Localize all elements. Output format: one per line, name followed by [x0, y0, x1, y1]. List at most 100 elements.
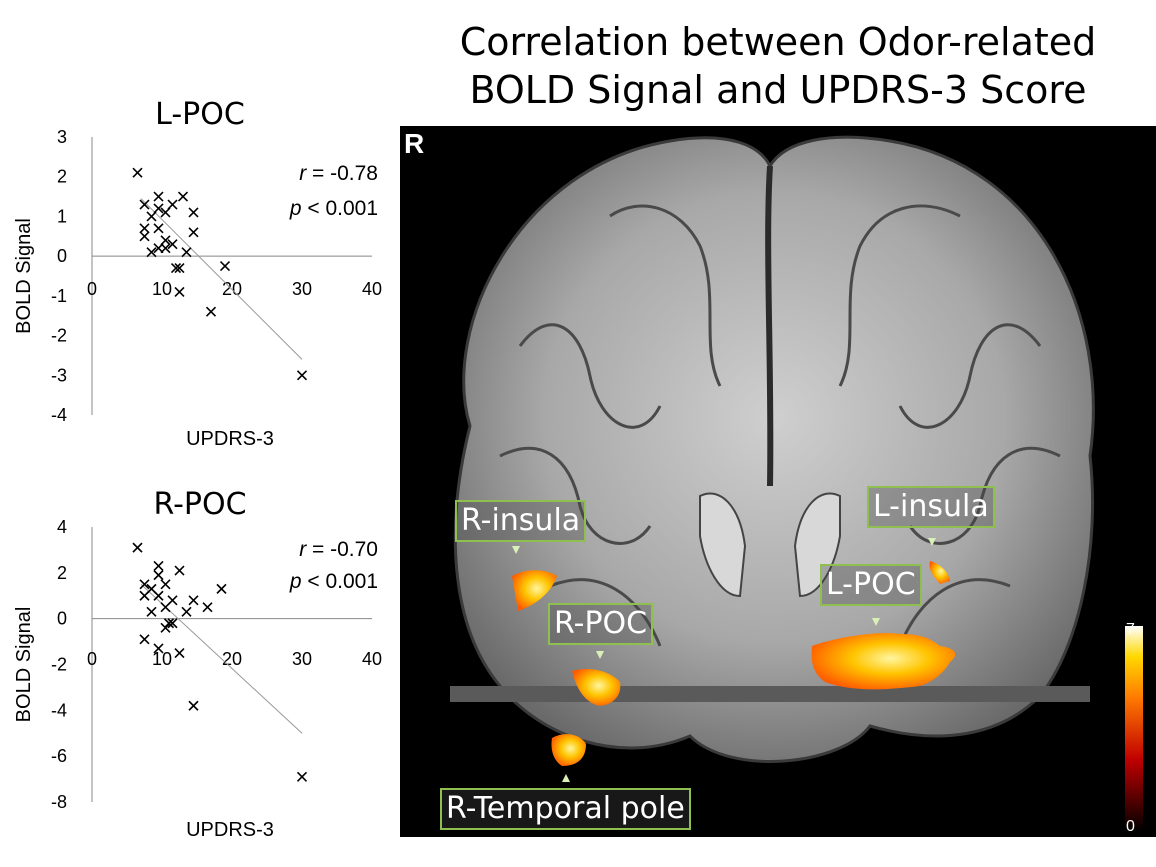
- annotation-r-value: = -0.78: [306, 162, 378, 185]
- annotation-p: p < 0.001: [289, 570, 378, 593]
- annotation-r-symbol: r: [299, 538, 307, 561]
- data-point-stroke: [153, 590, 164, 601]
- data-point: [296, 370, 308, 381]
- label-l-poc: L-POC: [820, 564, 922, 606]
- data-point-stroke: [153, 643, 164, 654]
- label-l-insula: L-insula: [867, 486, 995, 528]
- y-tick-label: 2: [57, 563, 67, 583]
- x-tick-label: 10: [152, 279, 172, 299]
- data-point-stroke: [167, 199, 178, 210]
- annotation-r: r = -0.78: [299, 162, 378, 185]
- data-point-stroke: [139, 223, 150, 234]
- data-point: [167, 595, 178, 606]
- data-point-stroke: [170, 262, 182, 274]
- x-tick-label: 10: [152, 649, 172, 669]
- data-point: [139, 199, 150, 210]
- right-ventricle: [699, 492, 747, 598]
- data-point: [216, 583, 227, 594]
- annotation-p-value: < 0.001: [302, 570, 378, 593]
- y-tick-label: -8: [51, 792, 67, 812]
- data-point: [188, 595, 199, 606]
- data-point-stroke: [174, 262, 185, 274]
- figure-title: Correlation between Odor-related BOLD Si…: [400, 18, 1156, 114]
- data-point-stroke: [174, 565, 185, 576]
- colorbar: [1125, 626, 1143, 831]
- data-point-stroke: [160, 243, 171, 254]
- x-axis-label: UPDRS-3: [186, 819, 274, 841]
- slice-band: [450, 686, 1090, 702]
- figure-title-line2: BOLD Signal and UPDRS-3 Score: [469, 68, 1087, 112]
- data-point: [167, 199, 178, 210]
- data-point: [146, 606, 157, 617]
- y-tick-label: 1: [57, 206, 67, 226]
- data-point-stroke: [188, 595, 199, 606]
- data-point: [153, 203, 164, 214]
- activation-r-insula: [512, 570, 557, 611]
- data-point-stroke: [167, 618, 178, 629]
- x-tick-label: 40: [362, 279, 382, 299]
- data-point-stroke: [174, 647, 185, 659]
- label-r-insula: R-insula: [455, 500, 587, 542]
- data-point-stroke: [202, 602, 213, 613]
- data-point: [174, 565, 185, 576]
- data-point: [202, 602, 213, 613]
- scatter-plot-r-poc: R-POC 4 2 0 -2 -4 -6 -8 0 10 20 30 40 UPDRS-3 BOLD Sig…: [0, 480, 400, 860]
- data-point: [170, 262, 182, 274]
- y-tick-label: -2: [51, 655, 67, 675]
- colorbar-min: 0: [1126, 818, 1135, 835]
- data-point-stroke: [219, 261, 231, 272]
- data-point: [132, 542, 143, 553]
- trendline: [140, 198, 303, 360]
- x-tick-label: 0: [87, 279, 97, 299]
- annotation-p-symbol: p: [289, 570, 302, 593]
- y-tick-label: -1: [51, 286, 67, 306]
- data-point: [174, 647, 185, 659]
- activation-r-poc: [572, 669, 621, 706]
- data-point: [153, 643, 164, 654]
- data-point: [160, 579, 171, 590]
- data-point-stroke: [153, 203, 164, 214]
- data-point-stroke: [153, 570, 164, 581]
- label-r-temporal-pole: R-Temporal pole: [440, 788, 691, 830]
- data-point-stroke: [139, 634, 150, 645]
- data-point-stroke: [146, 606, 157, 617]
- data-point-stroke: [181, 606, 192, 617]
- data-point-stroke: [188, 227, 199, 238]
- data-point-stroke: [205, 306, 217, 317]
- data-point-stroke: [181, 247, 192, 258]
- midline-fissure: [765, 165, 774, 487]
- data-point: [153, 560, 164, 572]
- data-point-stroke: [132, 167, 143, 178]
- x-tick-label: 30: [292, 649, 312, 669]
- data-point-stroke: [167, 595, 178, 606]
- data-point: [181, 606, 192, 617]
- annotation-p-symbol: p: [289, 197, 302, 220]
- data-point: [177, 191, 189, 202]
- data-point: [167, 618, 178, 629]
- annotation-r: r = -0.70: [299, 538, 378, 561]
- chart-title: R-POC: [153, 487, 246, 522]
- y-tick-label: 2: [57, 167, 67, 187]
- colorbar-max: 7: [1126, 621, 1135, 638]
- data-point: [153, 590, 164, 601]
- data-point-stroke: [163, 618, 175, 629]
- data-point: [139, 634, 150, 645]
- data-point: [205, 306, 217, 317]
- data-point: [174, 262, 185, 274]
- activation-l-insula: [929, 561, 950, 584]
- data-point: [146, 247, 157, 258]
- data-point-stroke: [296, 771, 308, 782]
- label-r-poc: R-POC: [548, 603, 654, 645]
- data-point-stroke: [188, 207, 199, 218]
- data-point-stroke: [174, 286, 185, 297]
- data-point: [174, 286, 185, 297]
- activation-l-poc: [811, 633, 956, 690]
- data-point-stroke: [153, 191, 164, 202]
- data-point: [139, 231, 150, 242]
- annotation-r-value: = -0.70: [306, 538, 378, 561]
- annotation-p: p < 0.001: [289, 197, 378, 220]
- x-tick-label: 40: [362, 649, 382, 669]
- data-point: [153, 191, 164, 202]
